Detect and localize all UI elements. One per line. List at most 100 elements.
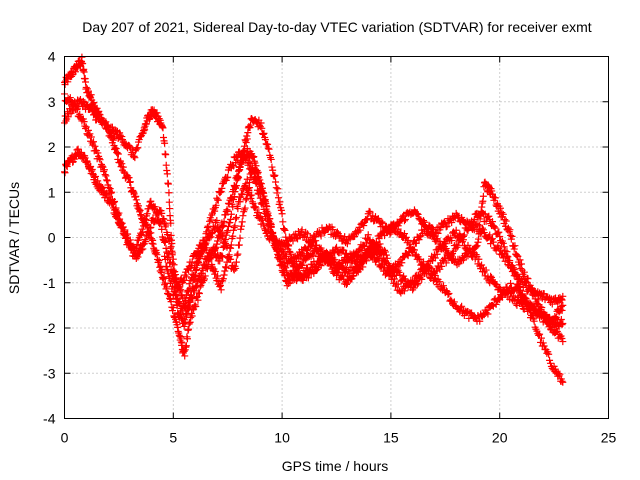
data-point bbox=[191, 301, 199, 309]
data-point bbox=[513, 270, 521, 278]
data-point bbox=[121, 234, 129, 242]
data-point bbox=[450, 298, 458, 306]
data-point bbox=[119, 224, 127, 232]
data-point bbox=[263, 203, 271, 211]
data-point bbox=[255, 209, 263, 217]
data-point bbox=[256, 179, 264, 187]
data-point bbox=[242, 180, 250, 188]
data-point bbox=[528, 303, 536, 311]
data-point bbox=[222, 263, 230, 271]
data-point bbox=[162, 221, 170, 229]
plot-frame bbox=[64, 56, 609, 419]
data-point bbox=[517, 292, 525, 300]
data-point bbox=[165, 189, 173, 197]
data-point bbox=[172, 291, 180, 299]
data-point bbox=[87, 133, 95, 141]
data-point bbox=[116, 131, 124, 139]
data-point bbox=[190, 271, 198, 279]
data-point bbox=[484, 310, 492, 318]
data-point bbox=[115, 209, 123, 217]
data-point bbox=[274, 185, 282, 193]
data-point bbox=[331, 256, 339, 264]
data-point bbox=[552, 314, 560, 322]
data-point bbox=[394, 280, 402, 288]
series-track-d bbox=[61, 90, 567, 326]
data-point bbox=[544, 315, 552, 323]
data-point bbox=[500, 243, 508, 251]
data-point bbox=[151, 203, 159, 211]
data-point bbox=[120, 168, 128, 176]
data-point bbox=[218, 184, 226, 192]
data-point bbox=[447, 296, 455, 304]
data-point bbox=[526, 281, 534, 289]
data-point bbox=[401, 275, 409, 283]
data-point bbox=[251, 203, 259, 211]
data-point bbox=[232, 213, 240, 221]
data-point bbox=[510, 265, 518, 273]
data-point bbox=[160, 215, 168, 223]
data-point bbox=[242, 196, 250, 204]
data-point bbox=[233, 251, 241, 259]
data-point bbox=[285, 279, 293, 287]
data-point bbox=[487, 272, 495, 280]
series-track-a bbox=[61, 53, 567, 386]
data-point bbox=[158, 225, 166, 233]
data-point bbox=[114, 150, 122, 158]
data-point bbox=[164, 180, 172, 188]
data-point bbox=[267, 155, 275, 163]
data-point bbox=[238, 218, 246, 226]
data-point bbox=[165, 253, 173, 261]
data-point bbox=[498, 209, 506, 217]
data-points bbox=[61, 53, 567, 386]
data-point bbox=[356, 226, 364, 234]
data-point bbox=[258, 124, 266, 132]
data-point bbox=[537, 334, 545, 342]
data-point bbox=[158, 265, 166, 273]
data-point bbox=[161, 237, 169, 245]
data-point bbox=[130, 152, 138, 160]
data-point bbox=[503, 252, 511, 260]
data-point bbox=[380, 254, 388, 262]
data-point bbox=[416, 256, 424, 264]
data-point bbox=[214, 227, 222, 235]
data-point bbox=[333, 243, 340, 251]
data-point bbox=[290, 274, 298, 282]
data-point bbox=[80, 118, 88, 126]
data-point bbox=[163, 170, 171, 178]
data-point bbox=[223, 243, 231, 251]
data-point bbox=[182, 273, 190, 281]
data-point bbox=[517, 260, 525, 268]
data-point bbox=[362, 257, 370, 265]
data-point bbox=[448, 219, 456, 227]
data-point bbox=[206, 254, 214, 262]
data-point bbox=[64, 113, 72, 121]
y-tick-label: 1 bbox=[48, 184, 56, 200]
data-point bbox=[118, 160, 126, 168]
data-point bbox=[325, 251, 333, 259]
data-point bbox=[523, 278, 531, 286]
data-point bbox=[206, 217, 214, 225]
data-point bbox=[474, 221, 482, 229]
data-point bbox=[269, 166, 277, 174]
data-point bbox=[442, 223, 450, 231]
data-point bbox=[223, 206, 231, 214]
data-point bbox=[111, 197, 119, 205]
data-point bbox=[515, 287, 523, 295]
data-point bbox=[303, 247, 311, 255]
data-point bbox=[166, 205, 174, 213]
data-point bbox=[245, 158, 253, 166]
data-point bbox=[188, 258, 196, 266]
data-point bbox=[166, 259, 174, 267]
data-point bbox=[234, 173, 242, 181]
data-point bbox=[545, 350, 553, 358]
data-point bbox=[147, 197, 155, 205]
data-point bbox=[161, 252, 169, 260]
data-point bbox=[232, 215, 240, 223]
data-point bbox=[211, 268, 219, 276]
data-point bbox=[442, 259, 450, 267]
data-point bbox=[476, 222, 484, 230]
data-point bbox=[245, 179, 253, 187]
data-point bbox=[232, 258, 240, 266]
data-point bbox=[281, 226, 289, 234]
y-axis-label: SDTVAR / TECUs bbox=[6, 182, 22, 294]
